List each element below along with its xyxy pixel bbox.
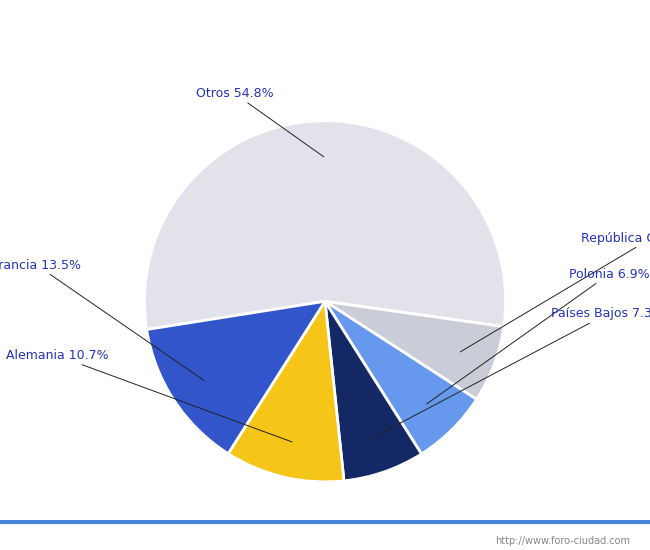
Text: República Checa 6.9%: República Checa 6.9% (460, 232, 650, 352)
Wedge shape (325, 301, 476, 454)
Text: Tamarite de Litera - Turistas extranjeros según país - Abril de 2024: Tamarite de Litera - Turistas extranjero… (80, 15, 570, 31)
Text: http://www.foro-ciudad.com: http://www.foro-ciudad.com (495, 536, 630, 546)
Text: Alemania 10.7%: Alemania 10.7% (6, 349, 292, 442)
Wedge shape (325, 301, 421, 481)
Text: Francia 13.5%: Francia 13.5% (0, 258, 204, 381)
Text: Otros 54.8%: Otros 54.8% (196, 87, 324, 157)
Text: Polonia 6.9%: Polonia 6.9% (426, 268, 649, 404)
Wedge shape (325, 301, 504, 399)
Wedge shape (144, 121, 506, 329)
Text: Países Bajos 7.3%: Países Bajos 7.3% (372, 307, 650, 438)
Wedge shape (228, 301, 344, 482)
Wedge shape (147, 301, 325, 454)
